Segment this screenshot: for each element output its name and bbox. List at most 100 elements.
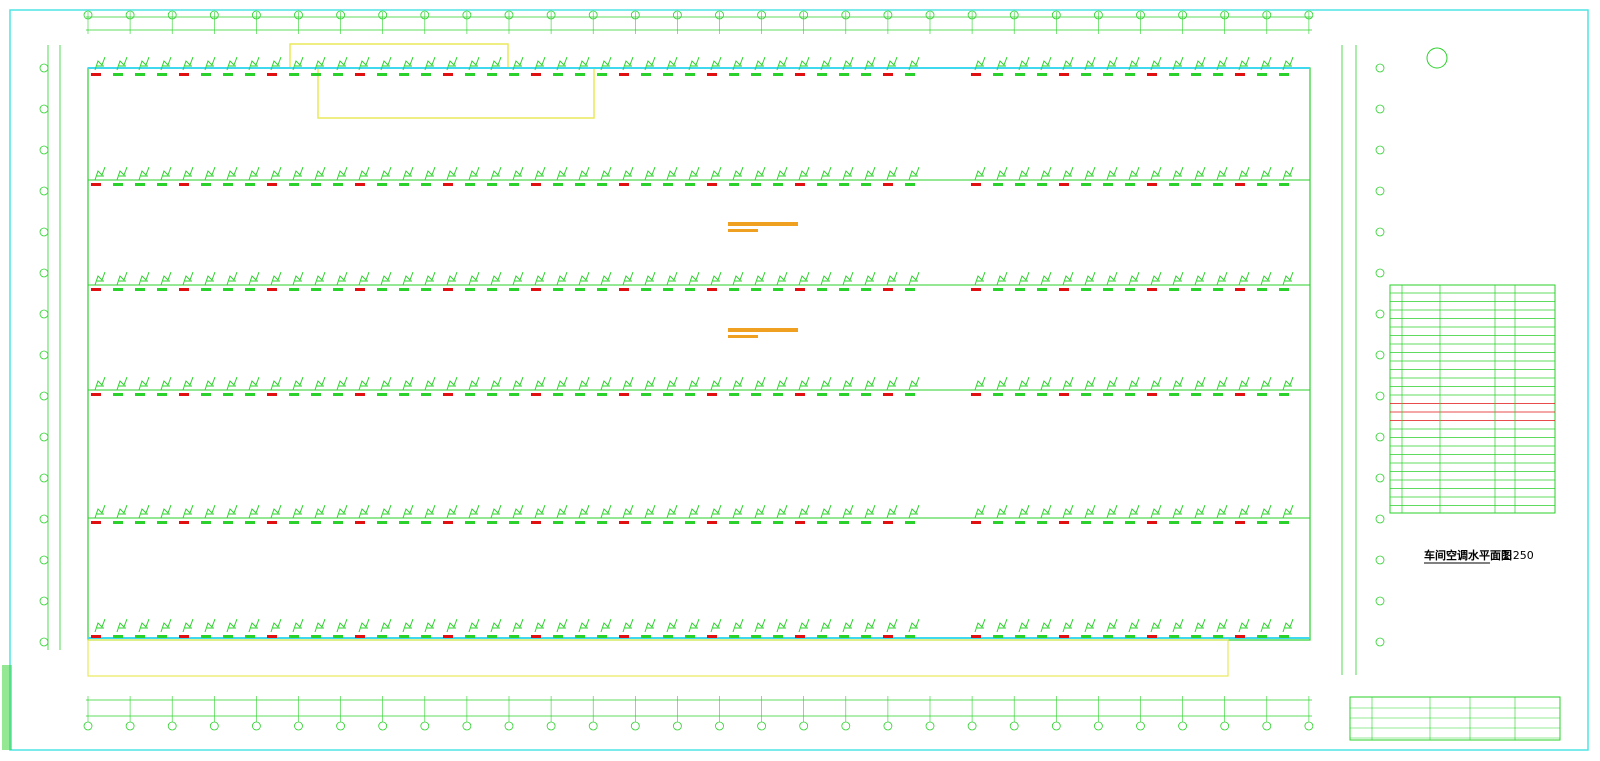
unit-label — [1257, 183, 1267, 186]
unit-label — [443, 393, 453, 396]
fan-coil-unit — [578, 271, 590, 286]
unit-label — [729, 635, 739, 638]
unit-label — [619, 521, 629, 524]
axis-bubble — [1375, 637, 1385, 647]
fan-coil-unit — [710, 504, 722, 519]
fan-coil-unit — [270, 56, 282, 71]
fan-coil-unit — [996, 504, 1008, 519]
fan-coil-unit — [688, 56, 700, 71]
fan-coil-unit — [424, 271, 436, 286]
unit-label — [1257, 521, 1267, 524]
unit-label — [355, 288, 365, 291]
unit-label — [311, 73, 321, 76]
unit-label — [861, 635, 871, 638]
fan-coil-unit — [226, 271, 238, 286]
unit-label — [113, 393, 123, 396]
unit-label — [795, 521, 805, 524]
fan-coil-unit — [534, 618, 546, 633]
axis-bubble — [1375, 145, 1385, 155]
unit-label — [223, 635, 233, 638]
axis-bubble — [1375, 596, 1385, 606]
unit-label — [531, 73, 541, 76]
unit-label — [509, 183, 519, 186]
unit-label — [179, 393, 189, 396]
unit-label — [553, 183, 563, 186]
fan-coil-unit — [226, 618, 238, 633]
unit-label — [223, 288, 233, 291]
axis-bubble — [39, 432, 49, 442]
axis-bubble — [39, 514, 49, 524]
unit-label — [1081, 288, 1091, 291]
unit-label — [1081, 183, 1091, 186]
unit-label — [135, 635, 145, 638]
unit-label — [773, 183, 783, 186]
unit-label — [399, 288, 409, 291]
fan-coil-unit — [116, 56, 128, 71]
fan-coil-unit — [1216, 56, 1228, 71]
unit-label — [1059, 393, 1069, 396]
fan-coil-unit — [1150, 376, 1162, 391]
fan-coil-unit — [820, 504, 832, 519]
axis-bubble — [1375, 186, 1385, 196]
fan-coil-unit — [710, 166, 722, 181]
fan-coil-unit — [1172, 166, 1184, 181]
fan-coil-unit — [1084, 56, 1096, 71]
fan-coil-unit — [996, 271, 1008, 286]
unit-label — [817, 73, 827, 76]
unit-label — [1147, 635, 1157, 638]
unit-label — [1059, 288, 1069, 291]
unit-label — [1059, 183, 1069, 186]
fan-coil-unit — [556, 376, 568, 391]
fan-coil-unit — [446, 504, 458, 519]
fan-coil-unit — [754, 376, 766, 391]
unit-label — [1125, 288, 1135, 291]
fan-coil-unit — [94, 504, 106, 519]
fan-coil-unit — [402, 166, 414, 181]
fan-coil-unit — [534, 376, 546, 391]
fan-coil-unit — [446, 271, 458, 286]
unit-label — [1059, 521, 1069, 524]
unit-label — [641, 393, 651, 396]
fan-coil-unit — [1150, 166, 1162, 181]
fan-coil-unit — [776, 618, 788, 633]
north-arrow — [1426, 47, 1448, 69]
drawing-title: 车间空调水平面图 — [1424, 548, 1512, 562]
unit-label — [641, 288, 651, 291]
unit-label — [421, 521, 431, 524]
unit-label — [377, 521, 387, 524]
unit-label — [971, 73, 981, 76]
fan-coil-unit — [842, 166, 854, 181]
unit-label — [1081, 393, 1091, 396]
unit-label — [861, 393, 871, 396]
unit-label — [993, 521, 1003, 524]
unit-label — [905, 521, 915, 524]
axis-bubble — [1375, 268, 1385, 278]
fan-coil-unit — [292, 166, 304, 181]
design-note — [728, 229, 758, 232]
unit-label — [663, 288, 673, 291]
fan-coil-unit — [1150, 618, 1162, 633]
fan-coil-unit — [1106, 504, 1118, 519]
fan-coil-unit — [820, 166, 832, 181]
unit-label — [1235, 635, 1245, 638]
unit-label — [751, 288, 761, 291]
axis-bubble — [39, 63, 49, 73]
fan-coil-unit — [1062, 271, 1074, 286]
fan-coil-unit — [776, 376, 788, 391]
unit-label — [1279, 73, 1289, 76]
fan-coil-unit — [424, 376, 436, 391]
unit-label — [113, 73, 123, 76]
unit-label — [179, 183, 189, 186]
unit-label — [1147, 288, 1157, 291]
fan-coil-unit — [556, 166, 568, 181]
unit-label — [795, 393, 805, 396]
unit-label — [245, 73, 255, 76]
unit-label — [707, 73, 717, 76]
unit-label — [839, 521, 849, 524]
fan-coil-unit — [116, 166, 128, 181]
fan-coil-unit — [380, 376, 392, 391]
fan-coil-unit — [556, 271, 568, 286]
unit-label — [91, 73, 101, 76]
fan-coil-unit — [446, 166, 458, 181]
fan-coil-unit — [468, 504, 480, 519]
